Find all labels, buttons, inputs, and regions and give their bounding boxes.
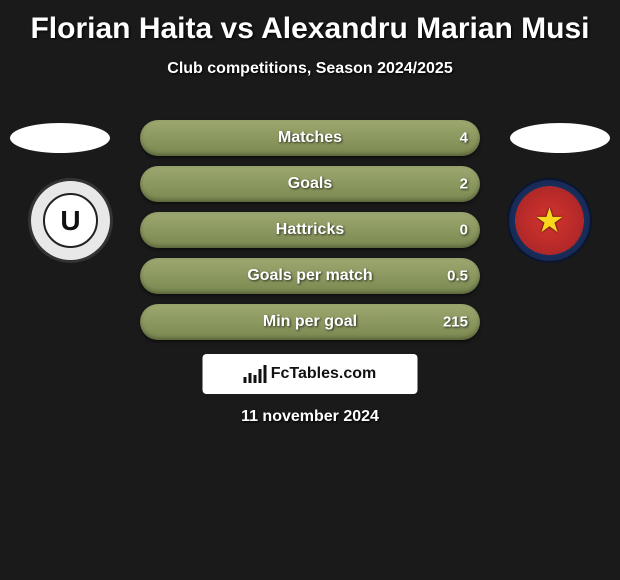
page-subtitle: Club competitions, Season 2024/2025 (0, 60, 620, 78)
club-badge-left: U (28, 178, 113, 263)
stat-bar: Min per goal 215 (140, 304, 480, 340)
player-avatar-right (510, 123, 610, 153)
date-label: 11 november 2024 (0, 408, 620, 426)
stat-bar-value-right: 215 (443, 314, 468, 331)
page-title: Florian Haita vs Alexandru Marian Musi (0, 0, 620, 46)
logo-chart-icon (244, 365, 267, 383)
stat-bar: Goals 2 (140, 166, 480, 202)
stat-bar-value-right: 2 (460, 176, 468, 193)
player-avatar-left (10, 123, 110, 153)
stat-bar-label: Min per goal (263, 313, 357, 331)
fctables-logo: FcTables.com (203, 354, 418, 394)
stat-bar-label: Matches (278, 129, 342, 147)
club-badge-right: ★ (507, 178, 592, 263)
stat-bar-label: Hattricks (276, 221, 344, 239)
stat-bar: Matches 4 (140, 120, 480, 156)
stat-bar-value-right: 4 (460, 130, 468, 147)
club-badge-left-letter: U (43, 193, 98, 248)
stats-bars: Matches 4 Goals 2 Hattricks 0 Goals per match 0… (140, 120, 480, 350)
logo-text: FcTables.com (271, 365, 377, 383)
stat-bar-label: Goals per match (247, 267, 372, 285)
star-icon: ★ (534, 201, 564, 241)
stat-bar-value-right: 0 (460, 222, 468, 239)
stat-bar: Goals per match 0.5 (140, 258, 480, 294)
stat-bar-label: Goals (288, 175, 332, 193)
stat-bar-value-right: 0.5 (447, 268, 468, 285)
stat-bar: Hattricks 0 (140, 212, 480, 248)
